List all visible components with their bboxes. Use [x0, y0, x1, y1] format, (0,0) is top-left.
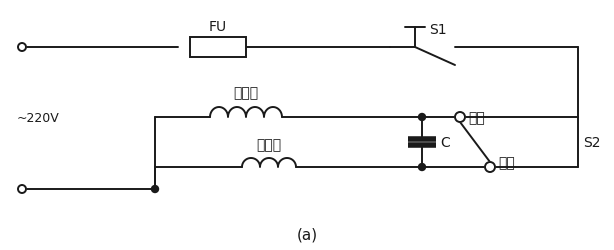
- Text: ~220V: ~220V: [17, 112, 60, 125]
- Circle shape: [18, 185, 26, 193]
- Text: 主绕组: 主绕组: [233, 86, 258, 100]
- Text: C: C: [440, 136, 449, 149]
- Circle shape: [18, 44, 26, 52]
- Circle shape: [152, 186, 158, 193]
- Circle shape: [419, 164, 426, 171]
- Text: 副绕组: 副绕组: [257, 138, 282, 151]
- Circle shape: [456, 114, 464, 121]
- Bar: [190, 38, 246, 58]
- Text: S2: S2: [583, 136, 600, 149]
- Text: 正转: 正转: [468, 110, 484, 124]
- Circle shape: [455, 112, 465, 122]
- Text: S1: S1: [429, 23, 446, 37]
- Text: FU: FU: [209, 20, 227, 34]
- Circle shape: [419, 114, 426, 121]
- Text: (a): (a): [297, 226, 317, 242]
- Circle shape: [485, 162, 495, 172]
- Text: 反转: 反转: [498, 156, 515, 169]
